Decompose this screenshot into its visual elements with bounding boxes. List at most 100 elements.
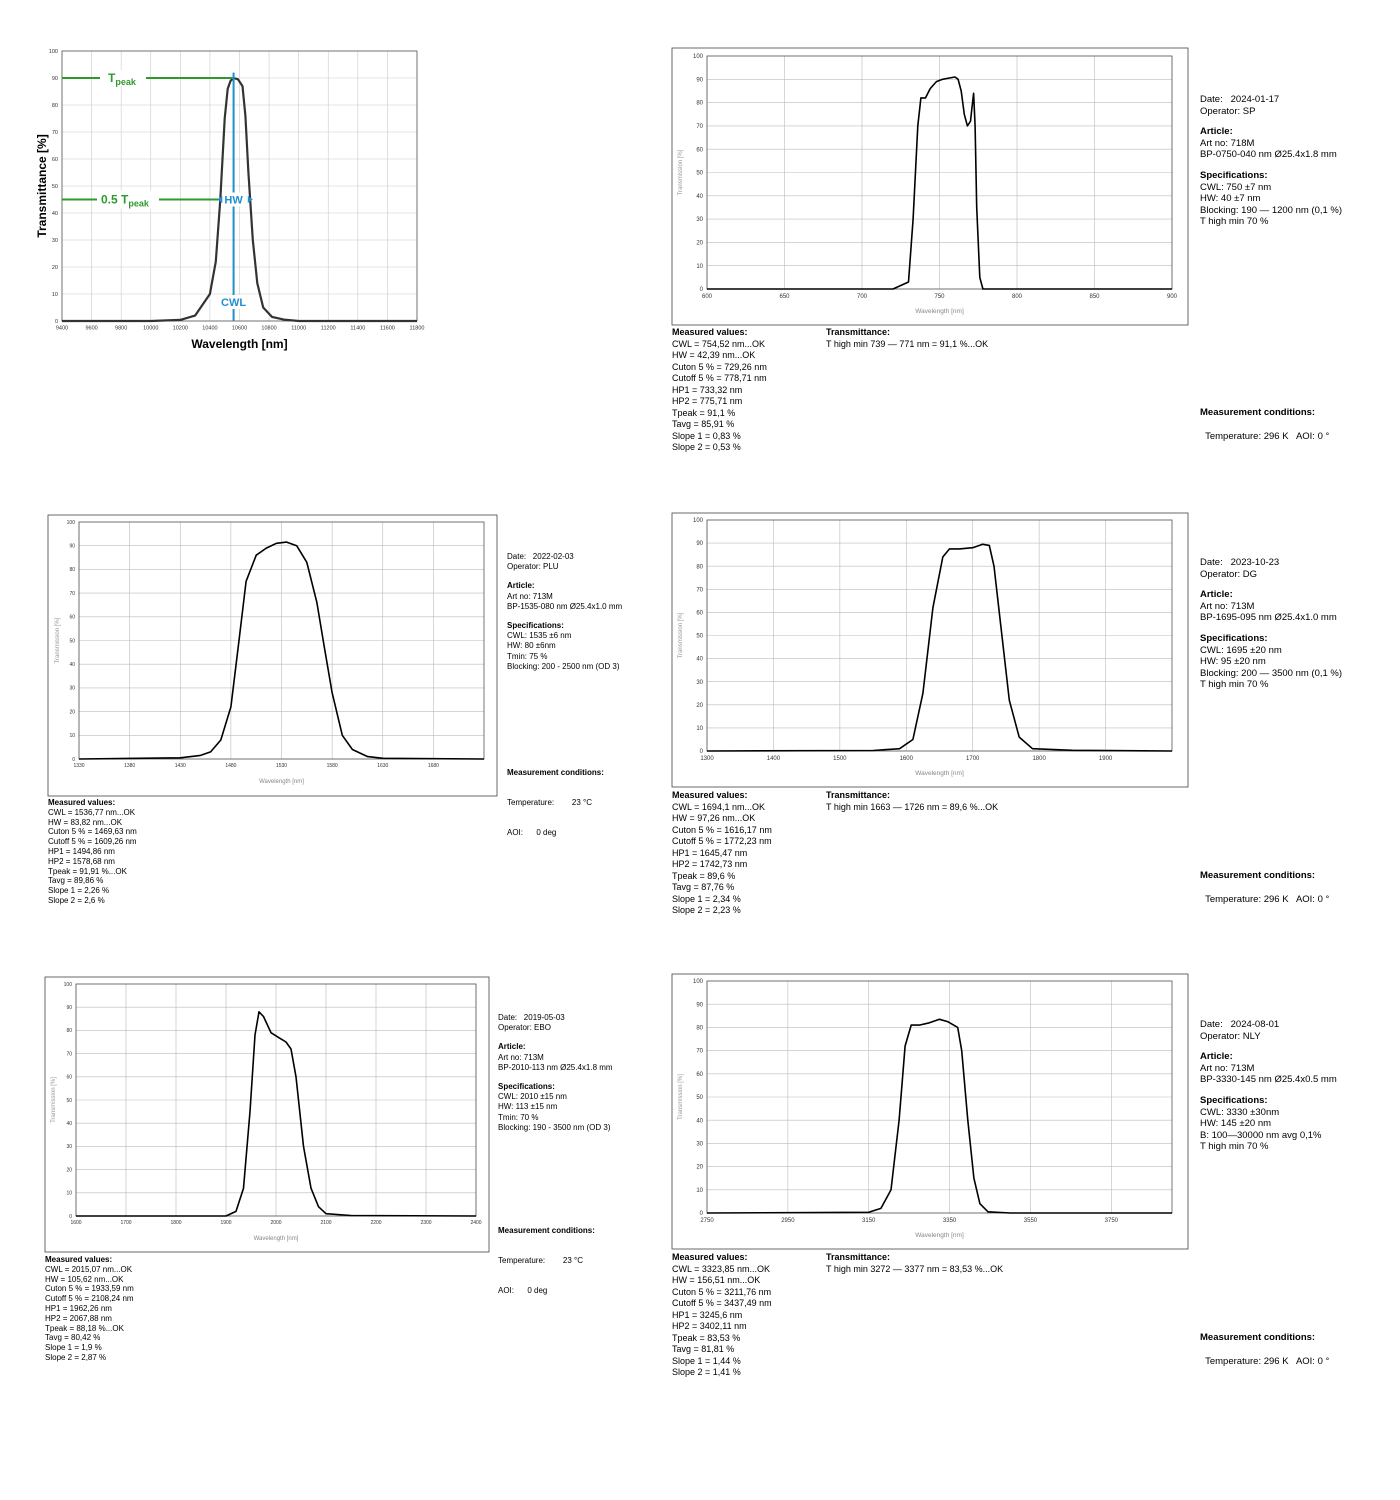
info-line: HW: 80 ±6nm [507, 641, 556, 651]
panel2-info: Date: 2024-01-17 Operator: SP Article: Art … [1200, 94, 1342, 228]
info-line: CWL: 750 ±7 nm [1200, 181, 1272, 193]
y-tick-label: 10 [52, 292, 58, 298]
info-line: Art no: 713M [498, 1052, 544, 1062]
conditions-aoi: AOI: 0 deg [498, 1286, 548, 1295]
x-tick-label: 750 [934, 294, 945, 300]
y-tick-label: 30 [696, 1142, 703, 1148]
x-tick-label: 700 [857, 294, 868, 300]
y-tick-label: 30 [52, 238, 58, 244]
x-tick-label: 3750 [1105, 1218, 1119, 1224]
cwl-label-bg [219, 295, 248, 309]
x-tick-label: 600 [702, 294, 713, 300]
measured-value: Cutoff 5 % = 2108,24 nm [45, 1294, 134, 1304]
conditions-temperature: Temperature: 23 °C [507, 798, 593, 807]
panel3-conditions: Measurement conditions: Temperature: 23 … [507, 748, 604, 848]
transmittance-value: T high min 1663 — 1726 nm = 89,6 %...OK [826, 801, 999, 812]
measured-value: Tavg = 80,42 % [45, 1333, 101, 1343]
x-tick-label: 2950 [781, 1218, 795, 1224]
panel2-transmittance: Transmittance: T high min 739 — 771 nm =… [826, 327, 988, 350]
y-tick-label: 40 [696, 194, 703, 200]
y-tick-label: 100 [64, 982, 73, 988]
measured-value: HP2 = 3402,11 nm [672, 1321, 747, 1331]
chart-frame [47, 514, 498, 797]
plot-area [706, 55, 1173, 290]
measured-value: HP1 = 1962,26 nm [45, 1303, 112, 1313]
x-tick-label: 850 [1089, 294, 1100, 300]
series-line [706, 543, 1173, 752]
panel4-info: Date: 2023-10-23 Operator: DG Article: Art … [1200, 557, 1342, 691]
info-line: Date: 2024-01-17 [1200, 94, 1280, 105]
hw-arrow-right [247, 196, 253, 203]
x-tick-label: 1600 [70, 1220, 81, 1226]
y-tick-label: 50 [696, 171, 703, 177]
x-tick-label: 2400 [470, 1220, 481, 1226]
y-tick-label: 40 [66, 1121, 72, 1127]
x-tick-label: 1480 [225, 763, 236, 769]
y-tick-label: 100 [693, 54, 704, 60]
x-tick-label: 800 [1012, 294, 1023, 300]
x-tick-label: 1900 [1099, 756, 1113, 762]
y-tick-label: 70 [66, 1051, 72, 1057]
transmittance-title: Transmittance: [826, 327, 891, 337]
tpeak-subscript: peak [115, 77, 137, 87]
y-tick-label: 20 [696, 241, 703, 247]
measured-value: Slope 2 = 2,23 % [672, 905, 741, 915]
y-tick-label: 90 [696, 541, 703, 547]
measured-title: Measured values: [48, 798, 116, 807]
measured-value: Tavg = 89,86 % [48, 876, 104, 886]
info-line: Specifications: [1200, 632, 1268, 644]
measured-value: CWL = 754,52 nm...OK [672, 338, 765, 349]
panel3-measured: Measured values: CWL = 1536,77 nm...OK HW … [48, 798, 137, 906]
measured-value: Tpeak = 91,91 %...OK [48, 866, 127, 876]
series-line [76, 1011, 477, 1217]
info-line: Date: 2024-08-01 [1200, 1019, 1280, 1030]
y-tick-label: 100 [693, 979, 704, 985]
x-tick-label: 11800 [410, 326, 425, 332]
y-tick-label: 10 [696, 726, 703, 732]
x-tick-label: 1530 [276, 763, 287, 769]
panel4-transmittance: Transmittance: T high min 1663 — 1726 nm… [826, 790, 998, 813]
y-axis-label: Transmission [%] [55, 617, 61, 663]
plot-area [706, 980, 1173, 1214]
panel4-conditions: Measurement conditions: Temperature: 296… [1200, 846, 1329, 906]
panel5-conditions: Measurement conditions: Temperature: 23 … [498, 1206, 595, 1306]
measured-value: Cutoff 5 % = 1609,26 nm [48, 837, 137, 847]
panel3-info: Date: 2022-02-03 Operator: PLU Article: Art… [507, 552, 622, 672]
x-tick-label: 11600 [380, 326, 395, 332]
spacer [498, 1073, 613, 1082]
info-line: Article: [1200, 126, 1233, 138]
x-tick-label: 2000 [270, 1220, 281, 1226]
measured-value: CWL = 1694,1 nm...OK [672, 801, 765, 812]
panel5-info: Date: 2019-05-03 Operator: EBO Article: Art… [498, 1013, 613, 1133]
info-line: Blocking: 200 - 2500 nm (OD 3) [507, 661, 620, 671]
measured-value: HP2 = 775,71 nm [672, 396, 743, 406]
y-tick-label: 100 [693, 518, 704, 524]
y-tick-label: 60 [69, 615, 75, 621]
x-tick-label: 1700 [120, 1220, 131, 1226]
series-line [706, 1018, 1172, 1214]
plot-area [61, 50, 418, 322]
spacer [1200, 1086, 1337, 1095]
y-tick-label: 60 [66, 1075, 72, 1081]
half-peak-subscript: peak [128, 199, 150, 209]
info-line: CWL: 2010 ±15 nm [498, 1092, 567, 1102]
series-line [707, 76, 1172, 290]
y-tick-label: 90 [696, 1002, 703, 1008]
info-line: Article: [507, 581, 535, 591]
y-tick-label: 70 [52, 130, 58, 136]
chart-5-group: 0 10 20 30 40 50 60 70 80 90 100 1600 1700 1800 1900 20… [44, 976, 490, 1253]
y-tick-label: 10 [66, 1191, 72, 1197]
x-tick-label: 11000 [291, 326, 306, 332]
measured-value: HP2 = 2067,88 nm [45, 1313, 112, 1323]
measured-value: HP2 = 1578,68 nm [48, 856, 115, 866]
y-tick-label: 20 [66, 1167, 72, 1173]
panel2-conditions: Measurement conditions: Temperature: 296… [1200, 383, 1329, 443]
y-tick-label: 20 [696, 1165, 703, 1171]
info-line: Date: 2022-02-03 [507, 552, 574, 561]
hw-arrow-left [217, 196, 223, 203]
y-tick-label: 80 [66, 1028, 72, 1034]
y-tick-label: 40 [52, 211, 58, 217]
x-tick-label: 10200 [173, 326, 188, 332]
info-line: CWL: 1535 ±6 nm [507, 631, 572, 641]
